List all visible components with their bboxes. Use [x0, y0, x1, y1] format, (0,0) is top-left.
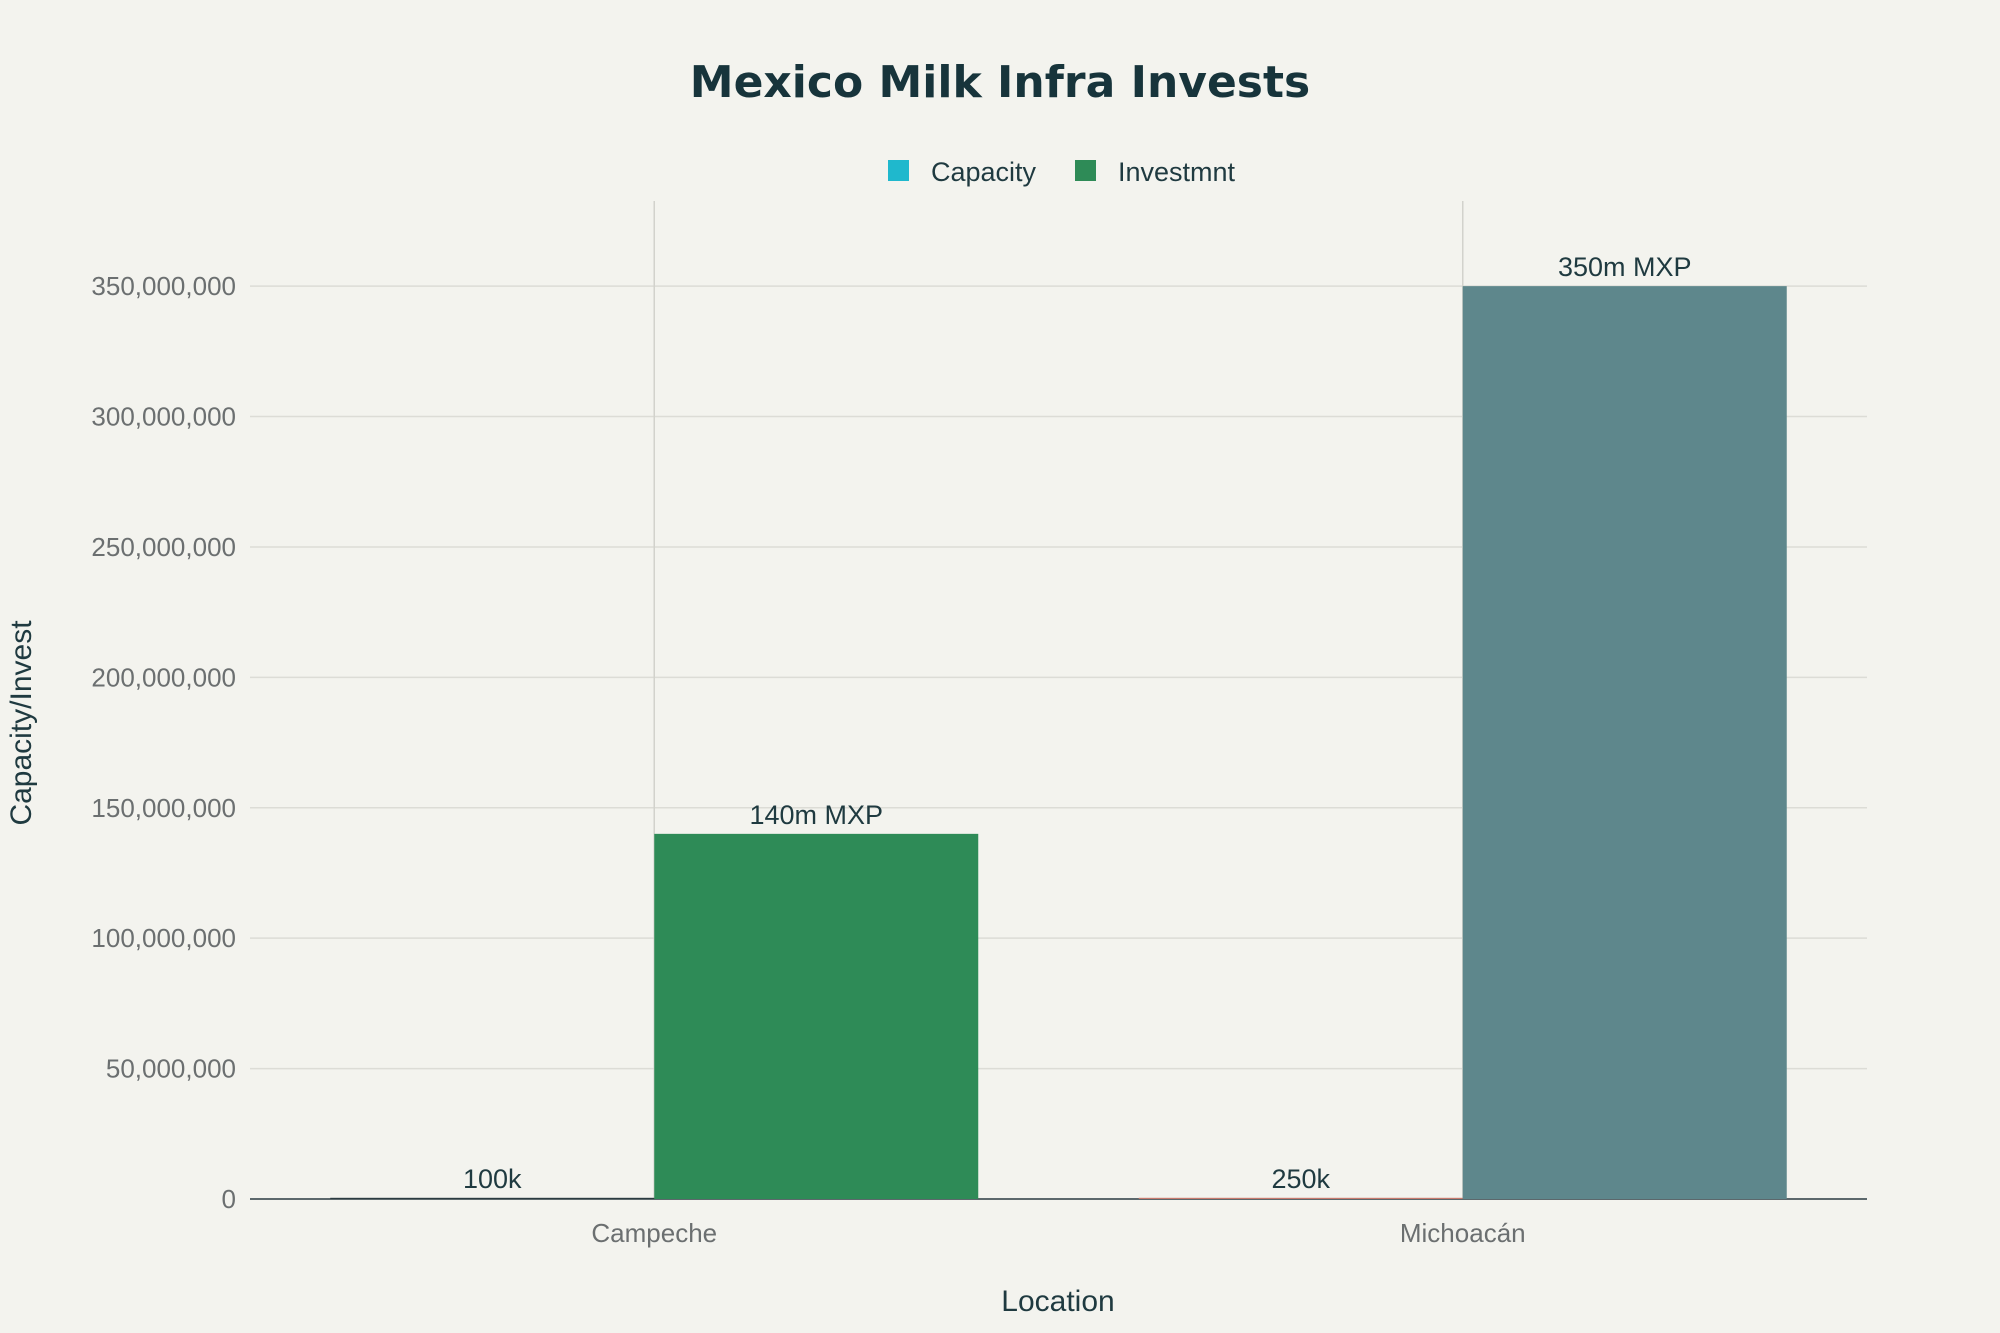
- legend-swatch-capacity[interactable]: [888, 160, 909, 181]
- data-label-capacity-2: 250k: [1271, 1164, 1330, 1194]
- y-tick-label: 200,000,000: [91, 662, 236, 692]
- bar-investment-1[interactable]: [654, 833, 979, 1199]
- legend-swatch-investment[interactable]: [1075, 160, 1096, 181]
- y-tick-label: 350,000,000: [91, 271, 236, 301]
- legend: Capacity Investmnt: [888, 157, 1236, 187]
- y-tick-label: 100,000,000: [91, 923, 236, 953]
- legend-label-investment[interactable]: Investmnt: [1118, 157, 1236, 187]
- y-tick-label: 250,000,000: [91, 532, 236, 562]
- y-tick-label: 50,000,000: [106, 1054, 236, 1084]
- data-label-capacity-1: 100k: [463, 1164, 522, 1194]
- bar-investment-2[interactable]: [1462, 286, 1787, 1199]
- y-tick-label: 150,000,000: [91, 793, 236, 823]
- ticks: 0 50,000,000 100,000,000 150,000,000 200,000…: [91, 271, 1525, 1248]
- legend-label-capacity[interactable]: Capacity: [931, 157, 1037, 187]
- data-labels: 100k 250k 140m MXP 350m MXP: [463, 252, 1692, 1194]
- x-tick-label: Campeche: [591, 1218, 717, 1248]
- y-axis-title: Capacity/Invest: [5, 620, 38, 826]
- y-tick-label: 300,000,000: [91, 402, 236, 432]
- data-label-investment-2: 350m MXP: [1558, 252, 1692, 282]
- y-tick-label: 0: [222, 1184, 236, 1214]
- bar-capacity-1[interactable]: [330, 1197, 655, 1199]
- chart-title: Mexico Milk Infra Invests: [690, 57, 1310, 108]
- bars: [330, 286, 1787, 1199]
- x-tick-label: Michoacán: [1400, 1218, 1526, 1248]
- x-axis-title: Location: [1001, 1285, 1114, 1318]
- bar-capacity-2[interactable]: [1138, 1197, 1463, 1199]
- data-label-investment-1: 140m MXP: [749, 800, 883, 830]
